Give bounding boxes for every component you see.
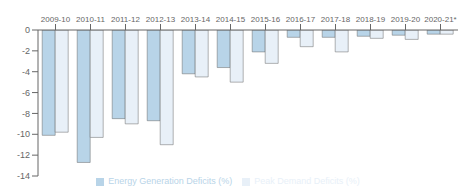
svg-text:2016-17: 2016-17 [286, 15, 316, 24]
svg-text:2019-20: 2019-20 [391, 15, 421, 24]
html-text:Peak Demand Deficits (%): Peak Demand Deficits (%) [254, 176, 360, 186]
svg-text:2012-13: 2012-13 [146, 15, 176, 24]
svg-text:-10: -10 [17, 129, 30, 139]
svg-text:0: 0 [25, 25, 30, 35]
svg-text:2011-12: 2011-12 [111, 15, 140, 24]
svg-text:2018-19: 2018-19 [356, 15, 386, 24]
html-text:Energy Generation Deficits (%): Energy Generation Deficits (%) [108, 176, 233, 186]
svg-text:-4: -4 [22, 67, 30, 77]
svg-text:2013-14: 2013-14 [181, 15, 211, 24]
svg-text:-6: -6 [22, 88, 30, 98]
svg-text:-2: -2 [22, 46, 30, 56]
svg-text:2009-10: 2009-10 [41, 15, 71, 24]
svg-text:2017-18: 2017-18 [321, 15, 351, 24]
svg-text:-14: -14 [17, 171, 30, 181]
svg-text:2015-16: 2015-16 [251, 15, 281, 24]
svg-text:2014-15: 2014-15 [216, 15, 246, 24]
svg-text:2020-21*: 2020-21* [424, 15, 456, 24]
svg-text:-12: -12 [17, 150, 30, 160]
svg-text:2010-11: 2010-11 [76, 15, 105, 24]
svg-text:-8: -8 [22, 109, 30, 119]
